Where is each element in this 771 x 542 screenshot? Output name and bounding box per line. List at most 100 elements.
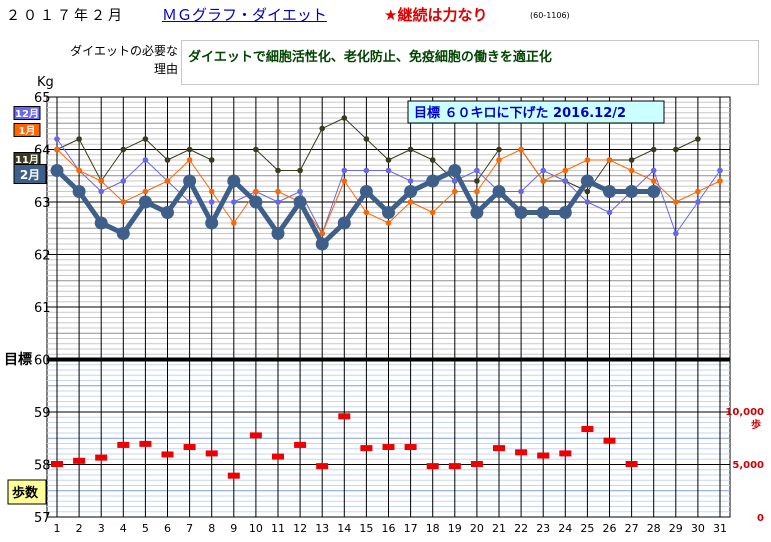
series-point	[209, 157, 215, 163]
series-point	[121, 199, 127, 205]
series-point	[187, 147, 193, 153]
steps-marker	[360, 445, 372, 451]
series-point	[496, 147, 502, 153]
y-tick-label: 58	[34, 459, 51, 474]
steps-unit: 歩	[751, 418, 761, 431]
series-point	[540, 168, 546, 174]
series-point	[187, 199, 193, 205]
steps-marker	[139, 441, 151, 447]
steps-marker	[559, 450, 571, 456]
x-tick-label: 28	[647, 522, 661, 535]
series-point	[585, 199, 591, 205]
series-point	[717, 178, 723, 184]
series-point	[386, 157, 392, 163]
series-point	[209, 199, 215, 205]
x-tick-label: 7	[186, 522, 193, 535]
x-tick-label: 8	[208, 522, 215, 535]
x-tick-label: 16	[382, 522, 396, 535]
series-point	[231, 199, 237, 205]
steps-marker	[626, 461, 638, 467]
series-point	[518, 189, 524, 195]
series-point	[183, 175, 196, 188]
series-point	[98, 189, 104, 195]
legend-tag: 11月	[14, 153, 40, 167]
series-point	[338, 217, 351, 230]
series-point	[98, 178, 104, 184]
series-point	[143, 189, 149, 195]
x-tick-label: 24	[558, 522, 572, 535]
steps-marker	[338, 413, 350, 419]
series-point	[231, 220, 237, 226]
series-point	[382, 206, 395, 219]
series-point	[647, 185, 660, 198]
y-tick-label: 60	[34, 354, 51, 369]
steps-marker	[73, 458, 85, 464]
y-axis-unit: Kg	[37, 75, 54, 90]
x-tick-label: 12	[293, 522, 307, 535]
steps-marker	[51, 461, 63, 467]
series-point	[161, 206, 174, 219]
y-tick-label: 61	[34, 301, 51, 316]
x-tick-label: 9	[230, 522, 237, 535]
x-tick-label: 25	[580, 522, 594, 535]
steps-marker	[316, 463, 328, 469]
series-point	[651, 178, 657, 184]
steps-marker	[95, 455, 107, 461]
steps-label-box: 歩数	[8, 480, 46, 504]
steps-marker	[581, 426, 593, 432]
series-point	[364, 210, 370, 216]
series-point	[448, 164, 461, 177]
series-point	[253, 147, 259, 153]
series-point	[581, 175, 594, 188]
y-tick-label: 57	[34, 511, 51, 526]
series-point	[603, 185, 616, 198]
steps-marker	[162, 451, 174, 457]
steps-marker	[184, 444, 196, 450]
x-tick-label: 19	[448, 522, 462, 535]
steps-marker	[471, 461, 483, 467]
series-point	[117, 227, 130, 240]
steps-marker	[383, 444, 395, 450]
steps-marker	[272, 454, 284, 460]
x-tick-label: 17	[404, 522, 418, 535]
steps-tick-label: 5,000	[732, 460, 764, 471]
series-point	[474, 178, 480, 184]
steps-marker	[206, 450, 218, 456]
x-tick-label: 27	[625, 522, 639, 535]
series-point	[143, 136, 149, 142]
series-point	[607, 157, 613, 163]
steps-marker	[515, 449, 527, 455]
x-axis-labels: 1234567891011121314151617181920212223242…	[54, 522, 728, 535]
steps-marker	[294, 442, 306, 448]
x-tick-label: 30	[691, 522, 705, 535]
series-point	[474, 168, 480, 174]
legend-tag-label: 2月	[20, 168, 40, 182]
series-point	[54, 136, 60, 142]
steps-marker	[427, 463, 439, 469]
series-point	[95, 217, 108, 230]
series-point	[430, 157, 436, 163]
legend-tag-label: 12月	[15, 108, 39, 120]
series-point	[364, 168, 370, 174]
x-tick-label: 14	[337, 522, 351, 535]
series-point	[474, 189, 480, 195]
series-point	[695, 199, 701, 205]
series-point	[651, 147, 657, 153]
series-point	[540, 178, 546, 184]
y-tick-label: 65	[34, 91, 51, 106]
series-point	[452, 189, 458, 195]
x-tick-label: 6	[164, 522, 171, 535]
steps-tick-label: 10,000	[725, 407, 764, 418]
series-point	[430, 210, 436, 216]
series-point	[408, 178, 414, 184]
legend-tag: 12月	[14, 107, 40, 121]
series-point	[272, 227, 285, 240]
legend-tag: 2月	[14, 165, 46, 184]
series-point	[404, 185, 417, 198]
series-point	[673, 199, 679, 205]
series-point	[607, 210, 613, 216]
series-point	[187, 157, 193, 163]
x-tick-label: 18	[426, 522, 440, 535]
series-point	[73, 185, 86, 198]
